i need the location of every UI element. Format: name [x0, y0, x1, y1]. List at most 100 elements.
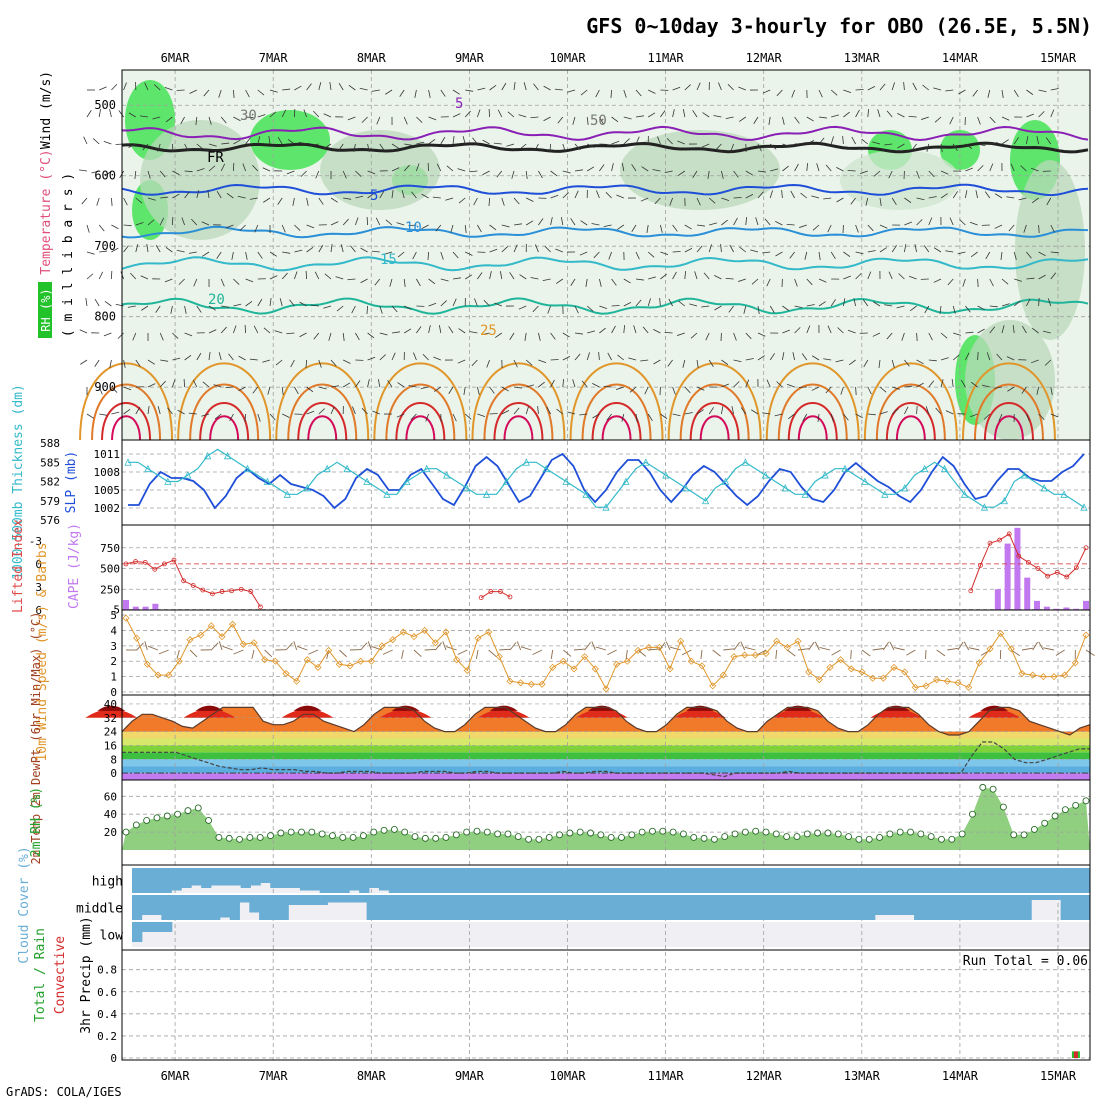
- chart-title: GFS 0~10day 3-hourly for OBO (26.5E, 5.5…: [586, 14, 1092, 38]
- wind-barb: [525, 406, 529, 415]
- cloud-cover-bar: [796, 895, 807, 920]
- wind-barb: [855, 273, 862, 280]
- cape-bar: [994, 589, 1001, 610]
- wind-barb: [872, 301, 881, 307]
- lifted-index-tick-label: -3: [29, 535, 42, 548]
- surface-wind-barb: [968, 647, 980, 651]
- wind-barb: [757, 170, 766, 173]
- wind-barb: [123, 408, 131, 415]
- cloud-cover-bar: [425, 895, 436, 920]
- temperature-contour: [121, 125, 1089, 142]
- wind-barb: [347, 278, 356, 281]
- wind-barb: [146, 244, 149, 253]
- cloud-cover-bar: [757, 895, 768, 920]
- cloud-cover-bar: [171, 868, 182, 891]
- wind-barb: [708, 197, 716, 204]
- cloud-cover-bar: [366, 895, 377, 920]
- wind-barb: [721, 406, 724, 415]
- wind-speed-marker: [1071, 659, 1079, 667]
- wind-barb: [672, 386, 676, 395]
- slp-axis-label: SLP (mb): [64, 451, 79, 514]
- surface-heating-contour: [777, 383, 848, 441]
- wind-barb: [401, 190, 405, 199]
- lifted-index-tick-label: 6: [35, 604, 42, 617]
- surface-heating-contour: [385, 383, 456, 441]
- thickness-line: [128, 448, 1085, 508]
- wind-barb: [130, 272, 137, 280]
- cloud-cover-bar: [1010, 868, 1022, 893]
- lifted-index-point: [1045, 573, 1050, 579]
- wind-barb: [140, 275, 149, 280]
- wind-barb: [816, 163, 820, 172]
- wind-barb: [338, 143, 344, 151]
- wind-barb: [501, 246, 508, 253]
- wind-barb: [387, 380, 393, 388]
- thickness-marker: [204, 451, 212, 460]
- wind-barb: [379, 143, 385, 151]
- cloud-cover-bar: [562, 895, 573, 920]
- wind-barb: [355, 380, 361, 388]
- cloud-cover-bar: [933, 895, 944, 920]
- wind-barb: [953, 332, 961, 336]
- wind-barb: [355, 195, 364, 199]
- wind-barb: [132, 332, 137, 341]
- cloud-cover-bar: [161, 868, 172, 893]
- thickness-marker: [184, 471, 192, 479]
- wind-barb: [1038, 89, 1047, 93]
- surface-heating-contour: [787, 402, 838, 441]
- wind-barb: [867, 386, 872, 395]
- wind-barb: [1010, 163, 1015, 172]
- cloud-cover-bar: [835, 895, 847, 920]
- cloud-cover-bar: [630, 895, 641, 920]
- cloud-cover-bar: [259, 895, 270, 920]
- wind-barb: [740, 407, 747, 415]
- wind-barb: [269, 111, 277, 118]
- wind-barb: [338, 82, 344, 91]
- wind-barb: [940, 357, 949, 361]
- wind-barb: [843, 413, 849, 421]
- contour-label: 25: [480, 323, 497, 339]
- wind-barb: [229, 413, 234, 422]
- wind-barb: [914, 244, 917, 253]
- wind-barb: [366, 216, 368, 226]
- wind-barb: [473, 197, 478, 206]
- wind-barb: [617, 224, 625, 230]
- wind-barb: [782, 165, 789, 172]
- wind-barb: [696, 359, 699, 368]
- cloud-cover-bar: [448, 868, 459, 893]
- wind-barb: [607, 352, 612, 361]
- wind-barb: [214, 413, 222, 420]
- cloud-cover-bar: [1002, 895, 1013, 920]
- rh-point: [380, 826, 388, 834]
- wind-barb: [257, 89, 265, 96]
- wind-speed-marker: [762, 649, 770, 658]
- wind-barb: [867, 224, 874, 232]
- thickness-marker: [682, 484, 690, 492]
- wind-barb: [640, 197, 649, 202]
- temperature-line: [121, 706, 1091, 736]
- wind-barb: [249, 197, 258, 200]
- wind-barb: [739, 246, 747, 253]
- cloud-cover-bar: [764, 868, 775, 893]
- wind-barb: [159, 332, 164, 341]
- surface-wind-barb: [775, 649, 778, 660]
- wind-barb: [534, 143, 539, 152]
- wind-barb: [770, 168, 779, 172]
- wind-barb: [606, 413, 612, 421]
- wind-barb: [755, 217, 759, 226]
- wind-barb: [474, 298, 478, 307]
- rh-point: [824, 829, 832, 837]
- wind-speed-marker: [911, 683, 919, 691]
- cloud-cover-bar: [1020, 868, 1032, 893]
- temperature-band: [122, 766, 1090, 774]
- wind-barb: [935, 407, 942, 415]
- cloud-cover-bar: [640, 895, 651, 920]
- surface-heating-contour: [895, 415, 926, 441]
- rh-point: [411, 833, 419, 841]
- wind-barb: [648, 276, 657, 280]
- thickness-marker: [781, 484, 789, 492]
- slp-tick-label: 1008: [94, 466, 121, 479]
- wind-barb: [827, 325, 832, 334]
- wind-barb: [233, 325, 237, 334]
- wind-barb: [769, 190, 773, 199]
